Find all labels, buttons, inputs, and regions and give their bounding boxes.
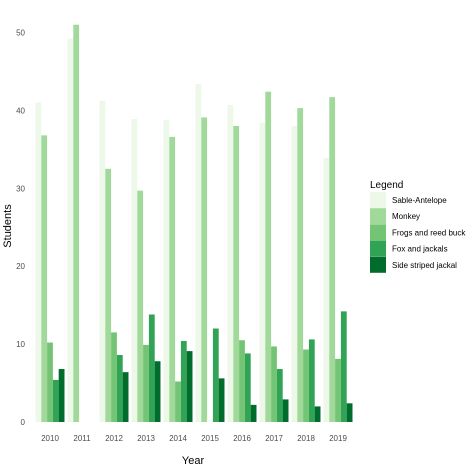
bar	[276, 369, 283, 422]
bar	[154, 361, 161, 422]
bar	[323, 157, 330, 422]
bar	[340, 311, 347, 422]
bar	[314, 406, 321, 422]
bar	[244, 353, 251, 422]
bar	[116, 355, 123, 422]
bar	[239, 340, 245, 422]
bar	[180, 340, 187, 422]
legend-key	[370, 192, 386, 208]
y-tick-label: 50	[16, 29, 25, 38]
bars	[35, 24, 353, 423]
y-tick-label: 40	[16, 106, 25, 115]
x-tick-label: 2010	[41, 434, 59, 443]
y-axis-title: Students	[2, 204, 14, 248]
x-tick-label: 2014	[169, 434, 187, 443]
bar	[291, 125, 298, 422]
bar	[131, 118, 138, 423]
bar	[163, 119, 170, 423]
bar	[282, 399, 289, 422]
bar	[143, 344, 149, 422]
bar	[137, 190, 144, 422]
bar	[73, 24, 80, 423]
legend: Legend Sable-Antelope Monkey Frogs and ree…	[370, 180, 466, 273]
x-axis-ticks: 2010 2011 2012 2013 2014 2015 2016 2017 2018 2019	[41, 434, 347, 443]
bar	[218, 378, 225, 422]
bar	[148, 314, 155, 422]
legend-label: Frogs and reed buck	[392, 228, 466, 237]
legend-label: Monkey	[392, 212, 420, 221]
x-tick-label: 2013	[137, 434, 155, 443]
y-tick-label: 10	[16, 340, 25, 349]
legend-title: Legend	[370, 180, 403, 191]
y-axis-ticks: 0 10 20 30 40 50	[16, 29, 25, 428]
x-tick-label: 2011	[73, 434, 91, 443]
x-tick-label: 2015	[201, 434, 219, 443]
bar	[297, 108, 304, 423]
bar	[41, 135, 48, 422]
legend-key	[370, 256, 386, 273]
bar	[250, 404, 257, 422]
bar	[105, 168, 112, 422]
x-tick-label: 2012	[105, 434, 123, 443]
legend-key	[370, 208, 386, 225]
bar	[212, 328, 219, 422]
legend-label: Side striped jackal	[392, 261, 457, 270]
bar	[35, 102, 42, 423]
bar	[265, 91, 272, 422]
legend-label: Fox and jackals	[392, 245, 448, 254]
y-tick-label: 0	[21, 418, 26, 427]
bar	[169, 136, 176, 423]
bar	[259, 122, 266, 422]
bar	[175, 381, 181, 422]
bar	[47, 342, 53, 422]
legend-key	[370, 240, 386, 257]
bar	[227, 104, 234, 423]
x-tick-label: 2017	[265, 434, 283, 443]
x-tick-label: 2019	[329, 434, 347, 443]
y-tick-label: 20	[16, 262, 25, 271]
y-tick-label: 30	[16, 184, 25, 193]
bar	[52, 379, 59, 422]
x-tick-label: 2018	[297, 434, 315, 443]
bar	[303, 349, 309, 422]
x-tick-label: 2016	[233, 434, 251, 443]
bar	[122, 372, 129, 422]
bar	[335, 358, 341, 422]
bar	[233, 125, 240, 422]
bar	[67, 38, 74, 423]
x-axis-title: Year	[182, 455, 205, 467]
bar	[329, 97, 336, 423]
bar	[58, 369, 65, 422]
bar	[186, 351, 193, 422]
bar	[111, 332, 117, 422]
bar	[271, 346, 277, 422]
bar	[195, 83, 202, 422]
bar	[201, 117, 208, 422]
legend-key	[370, 224, 386, 241]
bar	[99, 101, 106, 422]
bar	[346, 403, 353, 422]
bar	[308, 339, 315, 422]
legend-label: Sable-Antelope	[392, 196, 447, 205]
